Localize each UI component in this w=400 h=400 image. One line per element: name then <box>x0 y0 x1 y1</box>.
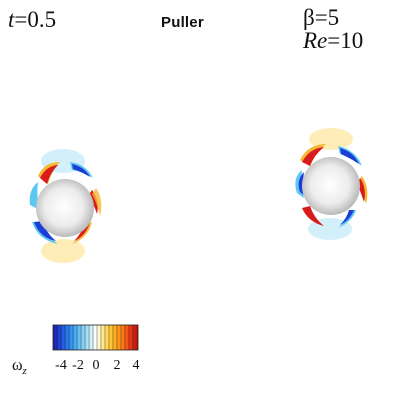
swimmer-right <box>295 128 368 240</box>
mode-label: Puller <box>161 14 204 31</box>
reynolds-label: Re=10 <box>303 29 363 52</box>
colorbar-frame <box>52 324 139 351</box>
reynolds-symbol: Re <box>303 28 328 53</box>
colorbar-omega: ω <box>12 357 23 374</box>
swimmer-left <box>29 149 102 263</box>
colorbar-subscript: z <box>22 365 27 378</box>
time-label: t=0.5 <box>8 8 56 31</box>
beta-symbol: β <box>303 5 315 30</box>
colorbar-tick: 0 <box>92 358 100 373</box>
colorbar-level-lines <box>56 325 134 350</box>
colorbar-tick: -4 <box>55 358 67 373</box>
beta-value: =5 <box>314 5 340 30</box>
colorbar-tick: 4 <box>132 358 140 373</box>
colorbar-symbol: ωz <box>12 358 27 377</box>
reynolds-value: =10 <box>327 28 364 53</box>
colorbar-tick: -2 <box>72 358 84 373</box>
colorbar-gradient <box>53 325 138 350</box>
time-symbol: t <box>8 7 15 32</box>
beta-label: β=5 <box>303 6 339 29</box>
time-value: =0.5 <box>14 7 57 32</box>
colorbar-tick: 2 <box>113 358 121 373</box>
colorbar <box>52 324 139 351</box>
